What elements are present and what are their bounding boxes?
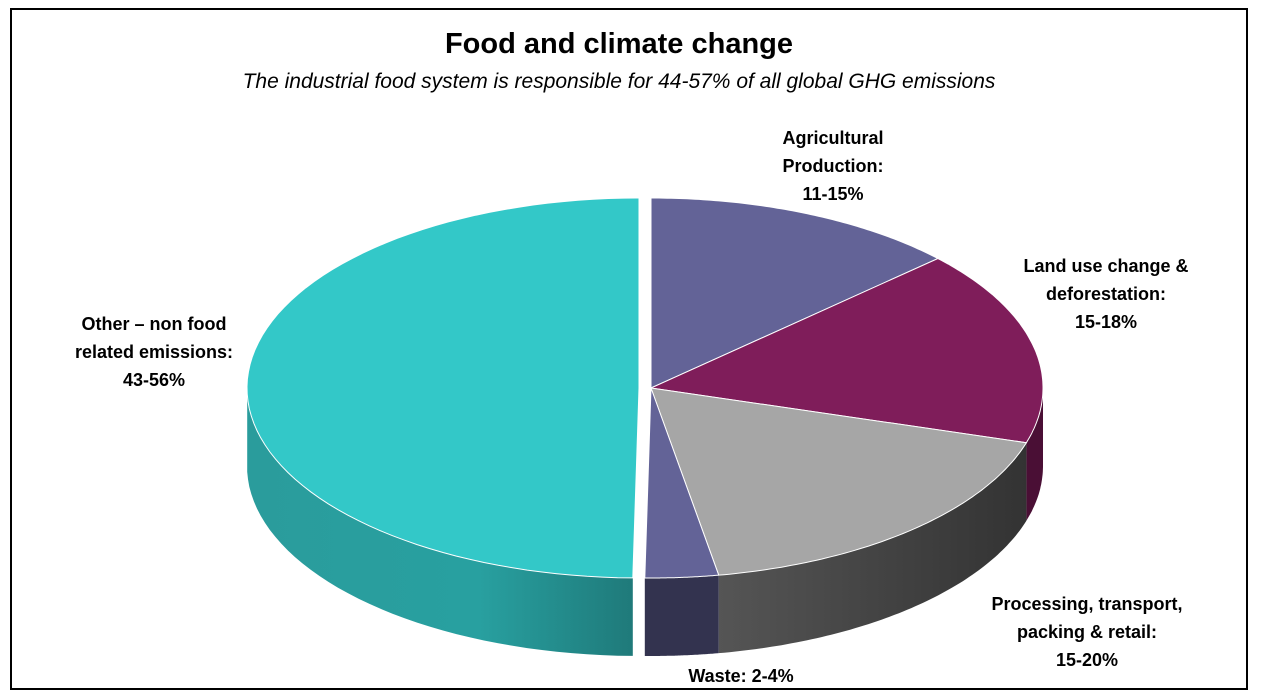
pie-slice-other (246, 197, 640, 579)
label-other-line3: 43-56% (123, 370, 185, 390)
label-agri-line3: 11-15% (802, 184, 863, 204)
label-agri-line2: Production: (783, 156, 884, 176)
label-proc-line1: Processing, transport, (991, 594, 1182, 614)
pie-side-other (247, 393, 633, 656)
chart-subtitle: The industrial food system is responsibl… (242, 70, 996, 93)
label-other: Other – non food related emissions: 43-5… (75, 314, 233, 390)
label-waste: Waste: 2-4% (688, 666, 793, 686)
pie-side-land (1026, 389, 1043, 521)
label-agri-line1: Agricultural (782, 128, 883, 148)
label-agricultural-production: Agricultural Production: 11-15% (782, 128, 883, 204)
pie-slice-proc (650, 387, 1028, 576)
pie-sides (247, 389, 1043, 656)
pie-slice-waste (644, 387, 720, 579)
chart-title: Food and climate change (444, 28, 794, 60)
pie-tops (246, 197, 1044, 579)
pie-side-waste (644, 575, 719, 656)
label-land-use-change: Land use change & deforestation: 15-18% (1023, 256, 1188, 332)
label-proc-line3: 15-20% (1056, 650, 1118, 670)
pie-side-proc (718, 442, 1027, 654)
label-land-line2: deforestation: (1046, 284, 1166, 304)
label-processing: Processing, transport, packing & retail:… (991, 594, 1182, 670)
label-land-line1: Land use change & (1023, 256, 1188, 276)
pie-slice-land (649, 257, 1044, 444)
label-proc-line2: packing & retail: (1017, 622, 1157, 642)
label-land-line3: 15-18% (1075, 312, 1137, 332)
label-waste-line1: Waste: 2-4% (688, 666, 793, 686)
pie-slice-agri (650, 197, 940, 389)
label-other-line2: related emissions: (75, 342, 233, 362)
label-other-line1: Other – non food (82, 314, 227, 334)
